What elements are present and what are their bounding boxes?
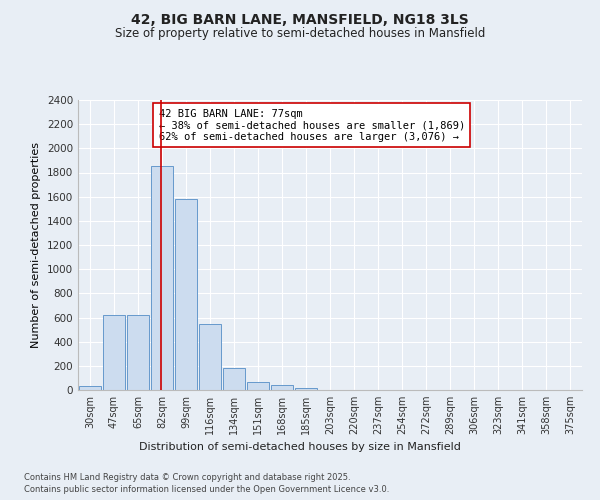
Text: Distribution of semi-detached houses by size in Mansfield: Distribution of semi-detached houses by … [139, 442, 461, 452]
Text: Contains public sector information licensed under the Open Government Licence v3: Contains public sector information licen… [24, 485, 389, 494]
Bar [271, 385, 293, 390]
Bar [199, 324, 221, 390]
Bar [247, 382, 269, 390]
Bar [127, 315, 149, 390]
Bar [175, 199, 197, 390]
Bar [79, 386, 101, 390]
Bar [103, 315, 125, 390]
Bar [223, 368, 245, 390]
Text: 42 BIG BARN LANE: 77sqm
← 38% of semi-detached houses are smaller (1,869)
62% of: 42 BIG BARN LANE: 77sqm ← 38% of semi-de… [158, 108, 465, 142]
Text: 42, BIG BARN LANE, MANSFIELD, NG18 3LS: 42, BIG BARN LANE, MANSFIELD, NG18 3LS [131, 12, 469, 26]
Bar [151, 166, 173, 390]
Text: Size of property relative to semi-detached houses in Mansfield: Size of property relative to semi-detach… [115, 28, 485, 40]
Text: Contains HM Land Registry data © Crown copyright and database right 2025.: Contains HM Land Registry data © Crown c… [24, 472, 350, 482]
Bar [295, 388, 317, 390]
Y-axis label: Number of semi-detached properties: Number of semi-detached properties [31, 142, 41, 348]
